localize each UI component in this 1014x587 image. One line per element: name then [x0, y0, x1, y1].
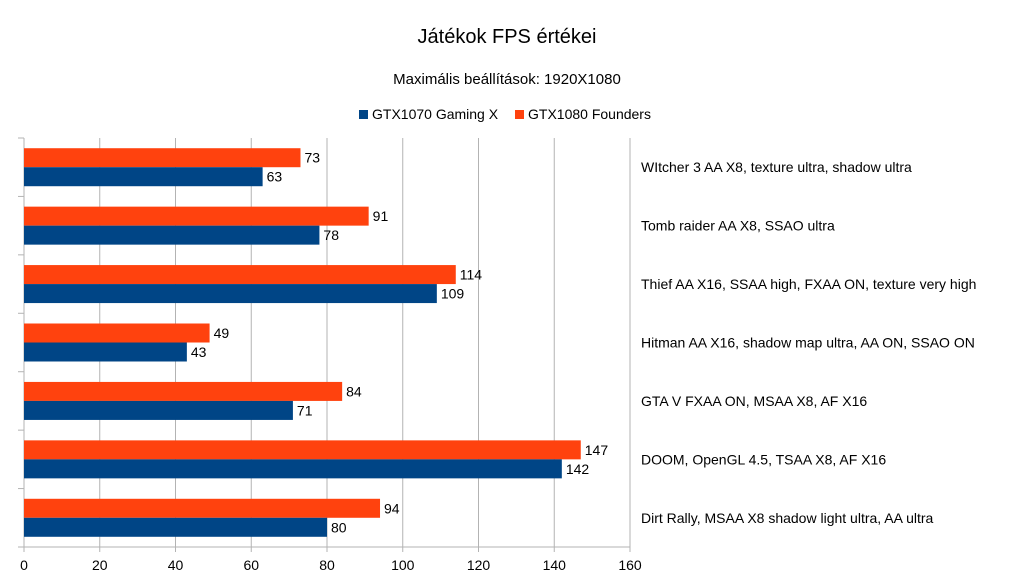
data-label: 109 [441, 286, 465, 302]
bars [24, 148, 581, 537]
data-label: 43 [191, 344, 207, 360]
data-label: 71 [297, 402, 313, 418]
category-label: WItcher 3 AA X8, texture ultra, shadow u… [641, 159, 912, 175]
data-label: 78 [323, 227, 339, 243]
x-tick-label: 40 [168, 557, 184, 573]
x-tick-labels: 0 20 40 60 80 100 120 140 160 [20, 557, 642, 573]
data-label: 114 [460, 267, 483, 283]
legend-swatch-gtx1070 [359, 110, 368, 119]
bar [24, 265, 456, 285]
data-labels: 73 63 91 78 114 109 49 43 84 71 147 142 94 80 [191, 150, 608, 536]
legend-label-gtx1070: GTX1070 Gaming X [372, 106, 499, 122]
data-label: 73 [304, 150, 320, 166]
bar [24, 342, 187, 362]
data-label: 49 [214, 325, 230, 341]
category-label: GTA V FXAA ON, MSAA X8, AF X16 [641, 393, 867, 409]
category-label: Hitman AA X16, shadow map ultra, AA ON, … [641, 335, 975, 351]
x-axis [23, 546, 631, 552]
x-tick-label: 0 [20, 557, 28, 573]
bar [24, 459, 562, 479]
bar [24, 440, 581, 460]
legend: GTX1070 Gaming X GTX1080 Founders [359, 106, 651, 122]
x-tick-label: 140 [543, 557, 567, 573]
category-label: DOOM, OpenGL 4.5, TSAA X8, AF X16 [641, 451, 886, 467]
data-label: 91 [373, 208, 389, 224]
data-label: 80 [331, 519, 347, 535]
bar [24, 498, 381, 518]
category-label: Dirt Rally, MSAA X8 shadow light ultra, … [641, 510, 934, 526]
data-label: 94 [384, 500, 400, 516]
chart-subtitle: Maximális beállítások: 1920X1080 [393, 71, 621, 88]
bar [24, 206, 369, 226]
data-label: 147 [585, 442, 609, 458]
bar [24, 517, 327, 537]
data-label: 63 [267, 169, 283, 185]
grid-lines [99, 138, 631, 547]
x-tick-label: 60 [243, 557, 259, 573]
x-tick-label: 100 [391, 557, 415, 573]
category-separators [18, 137, 25, 548]
category-label: Tomb raider AA X8, SSAO ultra [641, 218, 835, 234]
x-tick-label: 120 [467, 557, 491, 573]
data-label: 84 [346, 383, 362, 399]
legend-swatch-gtx1080 [515, 110, 524, 119]
legend-label-gtx1080: GTX1080 Founders [528, 106, 651, 122]
data-label: 142 [566, 461, 590, 477]
bar [24, 381, 343, 401]
x-tick-label: 160 [618, 557, 642, 573]
bar [24, 284, 437, 304]
x-tick-label: 20 [92, 557, 108, 573]
bar [24, 323, 210, 343]
category-label: Thief AA X16, SSAA high, FXAA ON, textur… [641, 276, 976, 292]
chart-title: Játékok FPS értékei [418, 26, 597, 48]
category-labels: WItcher 3 AA X8, texture ultra, shadow u… [641, 159, 976, 526]
bar [24, 148, 301, 168]
bar [24, 225, 320, 245]
bar [24, 167, 263, 187]
bar [24, 400, 293, 420]
x-tick-label: 80 [319, 557, 335, 573]
